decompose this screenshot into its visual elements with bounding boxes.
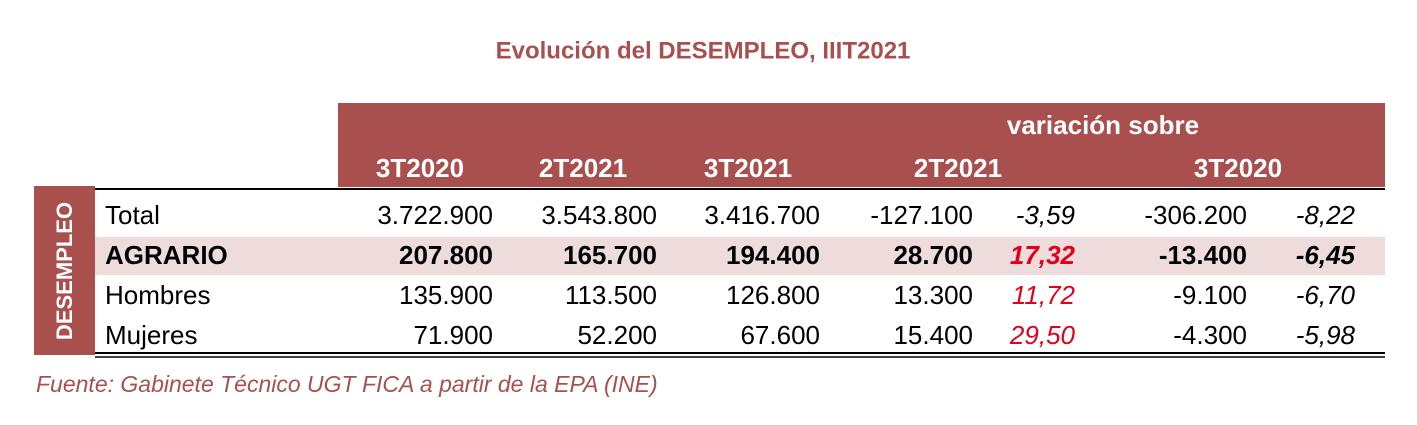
- cell: 3.722.900: [377, 200, 493, 230]
- header-band: [338, 103, 1385, 187]
- column-header: 3T2020: [376, 153, 464, 183]
- cell: -4.300: [1173, 320, 1247, 350]
- cell: 28.700: [893, 240, 973, 270]
- cell: 165.700: [563, 240, 657, 270]
- cell: 207.800: [399, 240, 493, 270]
- cell: 17,32: [1010, 240, 1076, 270]
- highlight-row: [95, 237, 1385, 275]
- source: Fuente: Gabinete Técnico UGT FICA a part…: [36, 371, 658, 397]
- cell: -5,98: [1296, 320, 1356, 350]
- column-header: 2T2021: [539, 153, 627, 183]
- cell: 194.400: [726, 240, 820, 270]
- side-box: [34, 186, 95, 355]
- column-header: 2T2021: [914, 153, 1002, 183]
- cell: 13.300: [893, 280, 973, 310]
- cell: 135.900: [399, 280, 493, 310]
- cell: -6,45: [1296, 240, 1356, 270]
- cell: 113.500: [565, 280, 657, 310]
- cell: 52.200: [577, 320, 657, 350]
- cell: 126.800: [726, 280, 820, 310]
- cell: -13.400: [1159, 240, 1247, 270]
- cell: 15.400: [893, 320, 973, 350]
- column-header: 3T2021: [704, 153, 792, 183]
- side-label: DESEMPLEO: [52, 202, 77, 340]
- row-label: AGRARIO: [105, 240, 228, 270]
- cell: -127.100: [870, 200, 973, 230]
- column-header: 3T2020: [1194, 153, 1282, 183]
- cell: -8,22: [1296, 200, 1356, 230]
- row-label: Total: [105, 200, 160, 230]
- cell: 71.900: [413, 320, 493, 350]
- title: Evolución del DESEMPLEO, IIIT2021: [496, 37, 911, 64]
- cell: -6,70: [1296, 280, 1356, 310]
- cell: 3.543.800: [541, 200, 657, 230]
- row-label: Hombres: [105, 280, 210, 310]
- cell: 3.416.700: [704, 200, 820, 230]
- cell: -306.200: [1144, 200, 1247, 230]
- cell: 11,72: [1012, 280, 1076, 310]
- cell: -3,59: [1016, 200, 1075, 230]
- row-label: Mujeres: [105, 320, 197, 350]
- cell: -9.100: [1173, 280, 1247, 310]
- cell: 67.600: [740, 320, 820, 350]
- group-header: variación sobre: [1007, 110, 1199, 140]
- cell: 29,50: [1009, 320, 1076, 350]
